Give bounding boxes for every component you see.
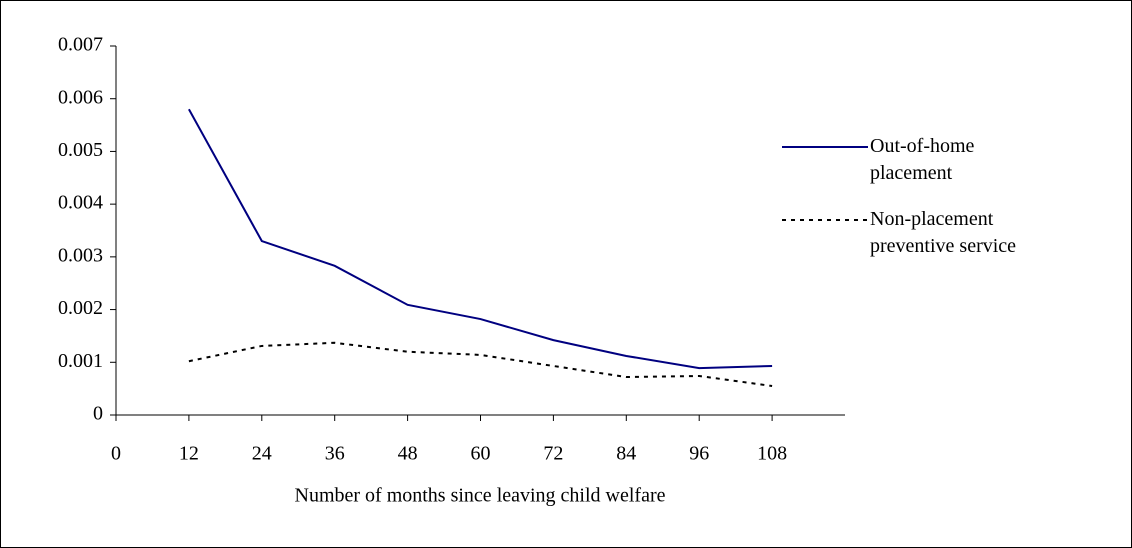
legend-label: Non-placement preventive service: [870, 208, 1017, 257]
y-tick-label: 0.004: [58, 192, 103, 214]
x-tick-label: 36: [325, 443, 345, 465]
x-tick-label: 0: [111, 443, 121, 465]
x-tick-label: 84: [616, 443, 636, 465]
x-tick-label: 60: [471, 443, 491, 465]
x-tick-label: 12: [179, 443, 199, 465]
y-tick-label: 0.006: [58, 86, 103, 108]
x-tick-label: 108: [757, 443, 787, 465]
legend-label: Out-of-home placement: [870, 135, 975, 184]
y-tick-label: 0: [93, 403, 103, 425]
y-tick-label: 0.005: [58, 139, 103, 161]
x-tick-label: 72: [543, 443, 563, 465]
x-axis-title: Number of months since leaving child wel…: [295, 485, 666, 507]
x-tick-label: 48: [398, 443, 418, 465]
x-tick-label: 96: [689, 443, 709, 465]
y-tick-label: 0.003: [58, 244, 103, 266]
y-tick-label: 0.001: [58, 350, 103, 372]
y-tick-label: 0.002: [58, 297, 103, 319]
series-line: [188, 341, 773, 387]
x-tick-label: 24: [252, 443, 272, 465]
series-line: [188, 108, 773, 370]
y-tick-label: 0.007: [58, 34, 103, 56]
